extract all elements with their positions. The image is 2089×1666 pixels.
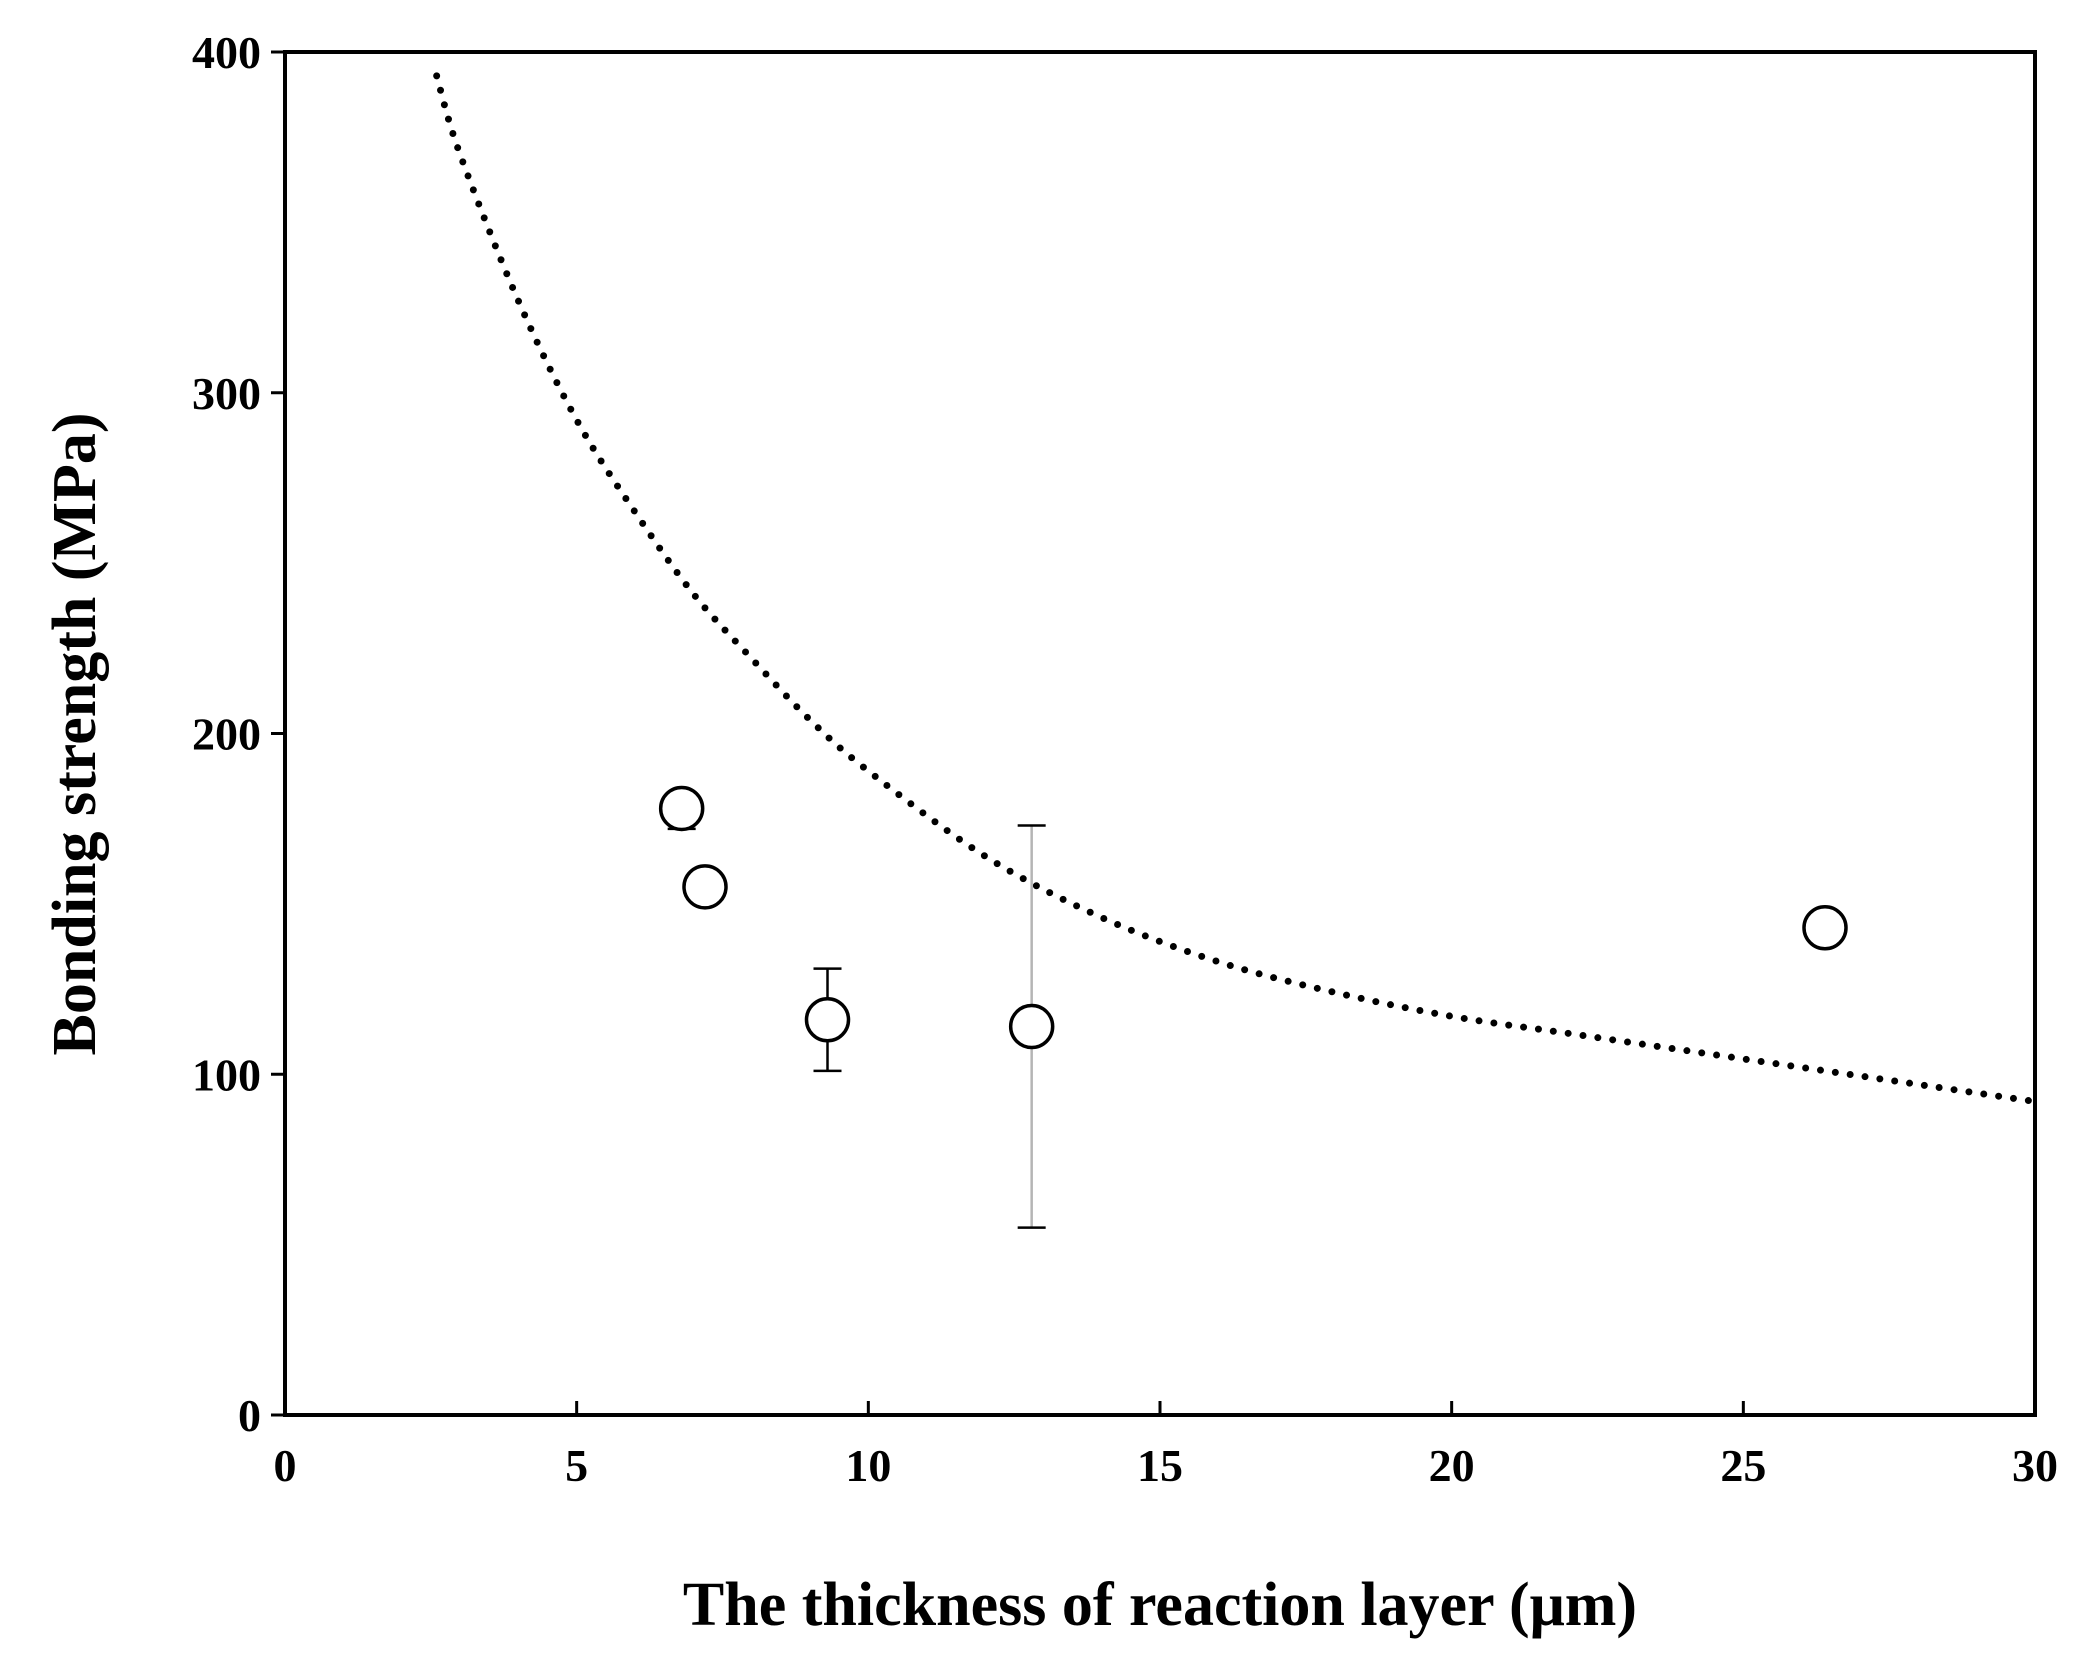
x-tick-label: 30 <box>2012 1440 2058 1491</box>
x-tick-label: 20 <box>1429 1440 1475 1491</box>
plot-frame <box>283 50 2037 1417</box>
y-axis: 0 100 200 300 400 <box>192 27 285 1441</box>
data-point <box>1008 1003 1055 1050</box>
y-axis-title: Bonding strength (MPa) <box>41 412 109 1055</box>
x-tick-label: 15 <box>1137 1440 1183 1491</box>
data-point <box>804 996 851 1043</box>
y-tick-label: 300 <box>192 368 261 419</box>
x-tick-label: 25 <box>1720 1440 1766 1491</box>
data-point <box>682 864 728 910</box>
fit-curve-line <box>433 72 2039 1106</box>
fit-curve-layer <box>433 72 2039 1106</box>
y-tick-label: 100 <box>192 1049 261 1100</box>
y-tick-label: 0 <box>238 1390 261 1441</box>
data-points-layer <box>658 785 1848 1229</box>
data-point <box>1802 904 1848 951</box>
y-tick-label: 200 <box>192 709 261 760</box>
x-axis: 0 5 10 15 20 25 30 <box>274 1401 2058 1491</box>
x-tick-label: 10 <box>845 1440 891 1491</box>
x-tick-label: 0 <box>274 1440 297 1491</box>
y-tick-label: 400 <box>192 27 261 78</box>
x-tick-label: 5 <box>565 1440 588 1491</box>
data-point <box>658 785 705 832</box>
x-axis-title: The thickness of reaction layer (μm) <box>683 1571 1637 1639</box>
